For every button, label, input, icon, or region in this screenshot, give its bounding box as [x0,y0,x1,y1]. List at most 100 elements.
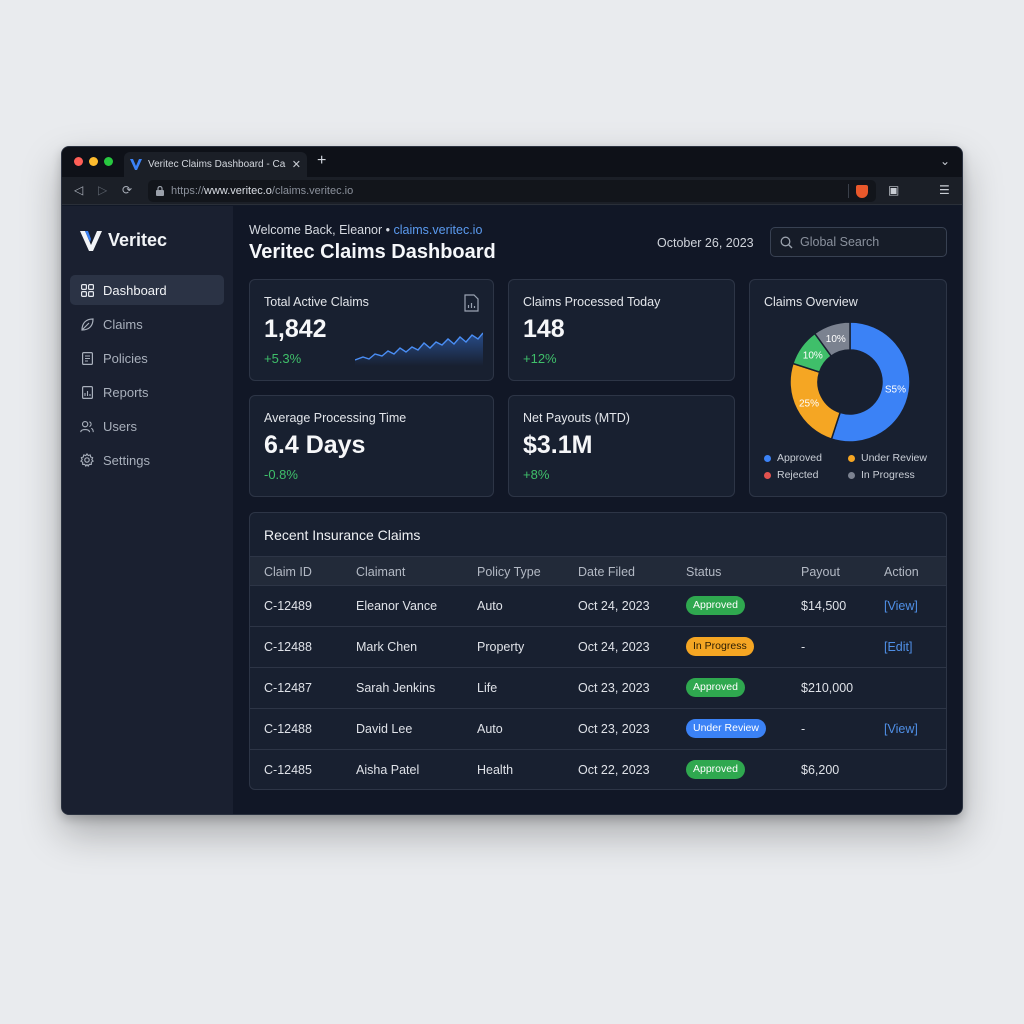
brand-logo[interactable]: Veritec [80,230,167,251]
stat-card-active-claims[interactable]: Total Active Claims 1,842 +5.3% [249,279,494,381]
close-window-button[interactable] [74,157,83,166]
main-content: Welcome Back, Eleanor • claims.veritec.i… [233,206,962,814]
view-action-link[interactable]: [View] [884,722,918,736]
table-row[interactable]: C-12488 David Lee Auto Oct 23, 2023 Unde… [250,709,946,750]
stat-delta: +5.3% [264,351,302,366]
donut-slice-approved[interactable] [830,321,911,443]
browser-window: Veritec Claims Dashboard - Ca ✕ + ⌄ ◁ ▷ … [61,146,963,815]
view-action-link[interactable]: [View] [884,599,918,613]
column-header: Claimant [356,565,406,579]
sidebar-item-label: Users [103,418,137,434]
column-header: Date Filed [578,565,635,579]
edit-action-link[interactable]: [Edit] [884,640,913,654]
lock-icon [156,186,164,196]
column-header: Status [686,565,722,579]
stat-card-avg-processing-time[interactable]: Average Processing Time 6.4 Days -0.8% [249,395,494,497]
stat-delta: -0.8% [264,467,298,482]
donut-slice-label: 25% [799,398,819,409]
search-input[interactable] [800,235,930,249]
status-badge: Approved [686,596,745,615]
sidebar: Veritec Dashboard Claims Policies Report… [62,206,233,814]
sidebar-item-settings[interactable]: Settings [70,445,224,475]
status-badge: Approved [686,678,745,697]
legend-item-in-progress: In Progress [848,469,944,481]
maximize-window-button[interactable] [104,157,113,166]
reload-icon[interactable]: ⟳ [122,183,133,197]
stat-value: $3.1M [523,431,593,459]
legend-dot [764,454,771,462]
minimize-window-button[interactable] [89,157,98,166]
payout-amount: $210,000 [801,681,854,695]
legend-item-rejected: Rejected [764,469,848,481]
claim-id: C-12489 [264,599,312,613]
brand-name: Veritec [108,230,168,250]
forward-icon[interactable]: ▷ [98,183,108,197]
donut-slice-label: 10% [803,350,823,361]
stat-value: 1,842 [264,315,327,343]
legend-dot [764,471,771,479]
stat-label: Claims Processed Today [523,295,661,309]
document-icon [80,351,94,365]
stat-card-processed-today[interactable]: Claims Processed Today 148 +12% [508,279,735,381]
sidebar-toggle-icon[interactable]: ▣ [888,183,900,197]
status-badge: In Progress [686,637,754,656]
back-icon[interactable]: ◁ [74,183,84,197]
brave-shield-icon[interactable] [856,184,868,198]
window-controls [74,157,113,166]
date-filed: Oct 22, 2023 [578,763,650,777]
column-header: Claim ID [264,565,312,579]
date-filed: Oct 24, 2023 [578,599,650,613]
tab-title: Veritec Claims Dashboard - Ca [148,159,286,170]
table-row[interactable]: C-12489 Eleanor Vance Auto Oct 24, 2023 … [250,586,946,627]
leaf-icon [80,317,94,331]
sidebar-item-dashboard[interactable]: Dashboard [70,275,224,305]
sidebar-item-label: Policies [103,350,148,366]
stat-card-net-payouts[interactable]: Net Payouts (MTD) $3.1M +8% [508,395,735,497]
table-row[interactable]: C-12487 Sarah Jenkins Life Oct 23, 2023 … [250,668,946,709]
donut-slice-label: 10% [826,334,846,345]
stat-value: 148 [523,315,565,343]
sidebar-item-reports[interactable]: Reports [70,377,224,407]
new-tab-button[interactable]: + [317,152,327,169]
close-tab-icon[interactable]: ✕ [291,159,301,171]
table-title: Recent Insurance Claims [264,527,421,543]
stat-label: Net Payouts (MTD) [523,411,630,425]
claimant-name: David Lee [356,722,413,736]
policy-type: Life [477,681,498,695]
menu-icon[interactable]: ☰ [939,183,950,197]
date-filed: Oct 24, 2023 [578,640,650,654]
favicon-icon [130,159,142,170]
stat-label: Average Processing Time [264,411,407,425]
legend-label: Rejected [777,469,819,481]
payout-amount: $6,200 [801,763,840,777]
sidebar-item-claims[interactable]: Claims [70,309,224,339]
table-row[interactable]: C-12488 Mark Chen Property Oct 24, 2023 … [250,627,946,668]
url-prefix: https:// [171,185,205,197]
global-search[interactable] [770,227,947,257]
browser-toolbar: ◁ ▷ ⟳ https://www.veritec.o/claims.verit… [62,177,962,205]
sidebar-item-label: Dashboard [103,282,167,298]
sidebar-item-label: Reports [103,384,149,400]
legend-dot [848,471,855,479]
chevron-down-icon[interactable]: ⌄ [939,154,950,168]
url-path: /claims.veritec.io [271,185,354,197]
sidebar-item-users[interactable]: Users [70,411,224,441]
payout-amount: - [801,722,806,736]
table-row[interactable]: C-12485 Aisha Patel Health Oct 22, 2023 … [250,750,946,791]
recent-claims-table: Recent Insurance Claims Claim ID Claiman… [249,512,947,790]
browser-tab[interactable]: Veritec Claims Dashboard - Ca ✕ [124,152,307,177]
address-bar[interactable]: https://www.veritec.o/claims.veritec.io [148,180,876,202]
page-title: Veritec Claims Dashboard [249,241,496,263]
sparkline-chart [355,332,483,366]
overview-legend: Approved Under Review Rejected In Progre… [764,452,944,481]
stat-delta: +8% [523,467,550,482]
sidebar-item-policies[interactable]: Policies [70,343,224,373]
column-header: Policy Type [477,565,541,579]
claim-id: C-12487 [264,681,312,695]
welcome-link[interactable]: claims.veritec.io [393,223,483,237]
legend-dot [848,454,855,462]
policy-type: Health [477,763,514,777]
donut-slice-in-progress[interactable] [813,321,851,358]
sidebar-nav: Dashboard Claims Policies Reports Users … [70,275,224,479]
stat-value: 6.4 Days [264,431,366,459]
